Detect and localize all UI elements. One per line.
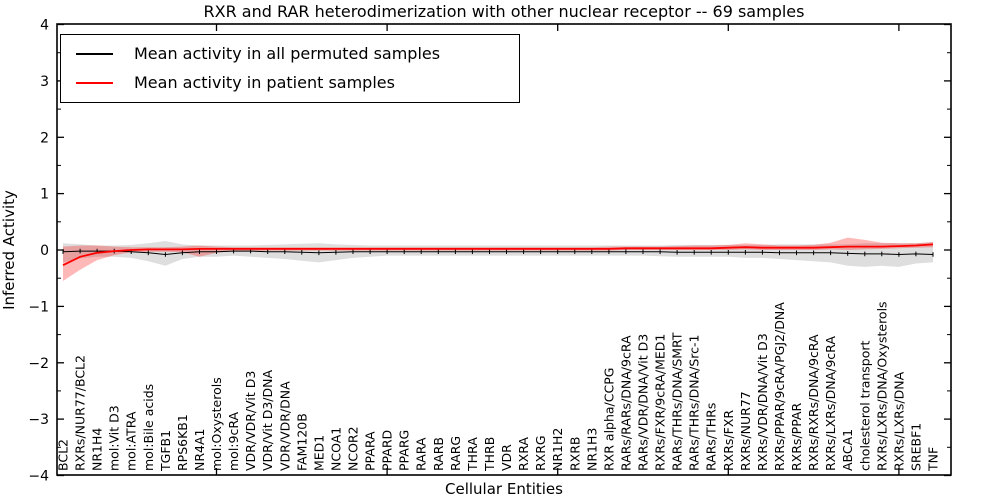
x-category-label: PPARD [380, 430, 395, 471]
x-category-label: PPARG [397, 430, 412, 471]
x-category-label: VDR/Vit D3/DNA [260, 370, 275, 471]
x-category-label: RARs/THRs/DNA/Src-1 [687, 335, 702, 471]
x-category-label: RXRs/RXRs/DNA/9cRA [806, 334, 821, 471]
x-category-label: RARA [414, 437, 429, 471]
legend-item-permuted: Mean activity in all permuted samples [61, 39, 519, 68]
x-category-label: RPS6KB1 [175, 414, 190, 471]
permuted-line-sample [76, 52, 113, 55]
y-tick-label: 3 [40, 74, 49, 90]
y-tick-label: 1 [40, 187, 49, 203]
x-category-label: RARs/THRs/DNA/SMRT [670, 332, 685, 471]
legend-label-patient: Mean activity in patient samples [134, 73, 395, 92]
y-tick-label: −1 [28, 299, 49, 315]
x-category-label: NR4A1 [192, 429, 207, 472]
y-tick-label: −4 [28, 469, 49, 485]
x-category-label: MED1 [311, 435, 326, 471]
x-category-label: RXRA [516, 437, 531, 471]
x-category-label: NR1H2 [550, 428, 565, 471]
x-category-label: FAM120B [294, 413, 309, 471]
x-category-label: cholesterol transport [857, 340, 872, 471]
x-category-label: mol:Oxysterols [209, 377, 224, 471]
patient-mean-line [62, 243, 934, 267]
x-category-label: RXRs/NUR77 [738, 391, 753, 471]
x-category-label: VDR/VDR/Vit D3 [243, 371, 258, 471]
x-category-label: NCOA1 [328, 427, 343, 471]
x-category-label: RXRs/PPAR [789, 403, 804, 471]
x-category-label: RXRs/LXRs/DNA/Oxysterols [874, 301, 889, 471]
x-category-label: RARs/RARs/DNA/9cRA [618, 335, 633, 471]
x-category-label: RXRs/PPAR/9cRA/PGJ2/DNA [772, 302, 787, 471]
x-category-label: BCL2 [56, 439, 71, 471]
x-category-label: NR1H4 [90, 428, 105, 471]
legend-item-patient: Mean activity in patient samples [61, 68, 519, 97]
chart-title: RXR and RAR heterodimerization with othe… [203, 2, 805, 21]
x-category-label: VDR/VDR/DNA [277, 381, 292, 471]
y-tick-label: 4 [40, 18, 49, 34]
patient-line-sample [76, 81, 113, 84]
x-category-label: RXRB [567, 436, 582, 471]
x-category-label: mol:9cRA [226, 411, 241, 471]
x-category-label: RXRs/FXR/9cRA/MED1 [653, 334, 668, 471]
permuted-mean-markers [62, 248, 934, 257]
x-category-label: ABCA1 [840, 429, 855, 471]
x-category-label: NR1H3 [584, 428, 599, 471]
x-category-label: RARB [431, 437, 446, 471]
y-tick-label: −3 [28, 412, 49, 428]
x-category-label: NCOR2 [346, 426, 361, 471]
x-category-label: TNF [926, 447, 941, 472]
y-tick-label: 0 [40, 243, 49, 259]
x-category-label: RXR alpha/CCPG [601, 368, 616, 471]
x-category-label: RXRs/LXRs/DNA/9cRA [823, 336, 838, 471]
x-category-label: THRB [482, 437, 497, 472]
x-category-label: RXRs/LXRs/DNA [891, 371, 906, 471]
x-category-label: mol:ATRA [124, 411, 139, 471]
x-category-label: mol:Vit D3 [107, 405, 122, 471]
x-category-label: RARs/VDR/DNA/Vit D3 [636, 334, 651, 471]
y-tick-label: −2 [28, 356, 49, 372]
x-category-label: RARs/THRs [704, 403, 719, 471]
x-category-label: SREBF1 [908, 423, 923, 471]
x-axis-label: Cellular Entities [445, 480, 563, 498]
x-category-label: RXRG [533, 435, 548, 471]
x-category-label: RXRs/FXR [721, 410, 736, 471]
x-category-label: RARG [448, 436, 463, 471]
x-category-label: RXRs/NUR77/BCL2 [73, 355, 88, 471]
x-category-label: THRA [465, 437, 480, 472]
y-axis-label: Inferred Activity [0, 190, 18, 310]
x-category-label: VDR [499, 444, 514, 471]
x-category-label: PPARA [363, 431, 378, 471]
legend: Mean activity in all permuted samples Me… [60, 34, 520, 103]
legend-label-permuted: Mean activity in all permuted samples [134, 44, 441, 63]
permuted-mean-line [62, 250, 934, 256]
x-category-label: RXRs/VDR/DNA/Vit D3 [755, 333, 770, 471]
x-category-label: TGFB1 [158, 430, 173, 472]
y-tick-label: 2 [40, 130, 49, 146]
x-category-label: mol:Bile acids [141, 384, 156, 471]
